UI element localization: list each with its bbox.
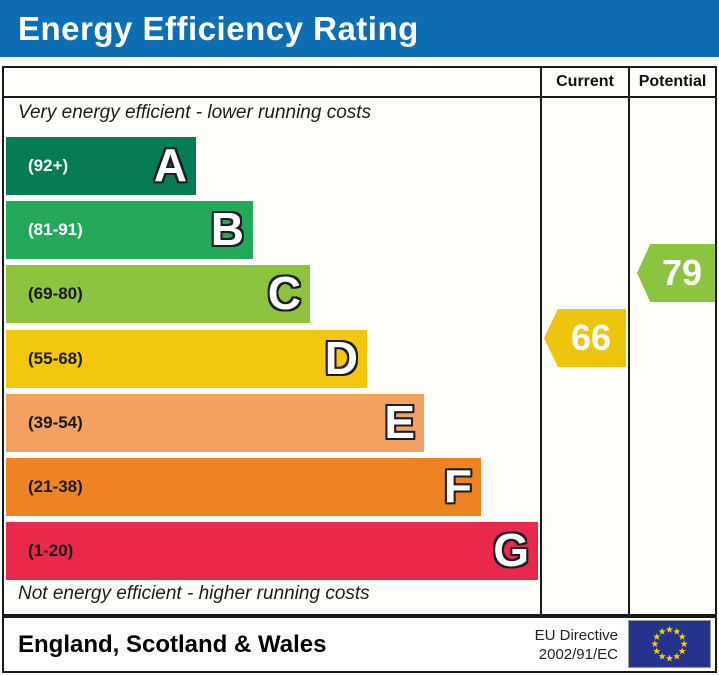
potential-column-divider <box>628 68 630 614</box>
band-letter: G <box>493 524 529 577</box>
rating-table: Current Potential Very energy efficient … <box>2 66 717 616</box>
page-title: Energy Efficiency Rating <box>18 9 419 47</box>
band-letter: A <box>153 139 187 192</box>
band-range-label: (55-68) <box>28 349 83 368</box>
band-letter: D <box>324 332 358 385</box>
title-bar: Energy Efficiency Rating <box>0 0 719 57</box>
eu-flag-icon <box>628 620 711 668</box>
potential-rating-value: 79 <box>661 252 703 293</box>
current-column-header: Current <box>556 73 614 90</box>
rating-band-f: (21-38) F <box>6 458 481 516</box>
table-header-row: Current Potential <box>4 68 715 98</box>
current-column-divider <box>540 68 542 614</box>
eu-directive-label: EU Directive 2002/91/EC <box>535 626 618 664</box>
band-range-label: (81-91) <box>28 220 83 239</box>
eu-directive-line1: EU Directive <box>534 626 618 644</box>
current-rating-marker: 66 <box>544 309 626 367</box>
band-range-label: (92+) <box>28 156 69 175</box>
band-range-label: (1-20) <box>28 541 74 560</box>
band-letter: B <box>210 203 244 256</box>
rating-band-b: (81-91) B <box>6 201 253 259</box>
band-range-label: (21-38) <box>28 477 83 496</box>
band-range-label: (69-80) <box>28 284 83 303</box>
bottom-note: Not energy efficient - higher running co… <box>18 583 370 604</box>
region-label: England, Scotland & Wales <box>18 630 327 658</box>
band-letter: F <box>443 460 472 513</box>
rating-band-e: (39-54) E <box>6 394 424 452</box>
band-letter: E <box>384 396 415 449</box>
current-rating-value: 66 <box>570 317 612 358</box>
rating-band-g: (1-20) G <box>6 522 538 580</box>
rating-band-a: (92+) A <box>6 137 196 195</box>
rating-band-d: (55-68) D <box>6 330 367 388</box>
eu-directive-line2: 2002/91/EC <box>538 645 618 663</box>
band-letter: C <box>267 267 301 320</box>
top-note: Very energy efficient - lower running co… <box>18 102 372 123</box>
band-range-label: (39-54) <box>28 413 83 432</box>
footer-bar: England, Scotland & Wales EU Directive 2… <box>2 616 717 673</box>
rating-band-c: (69-80) C <box>6 265 310 323</box>
potential-rating-marker: 79 <box>637 244 715 302</box>
potential-column-header: Potential <box>638 73 707 90</box>
